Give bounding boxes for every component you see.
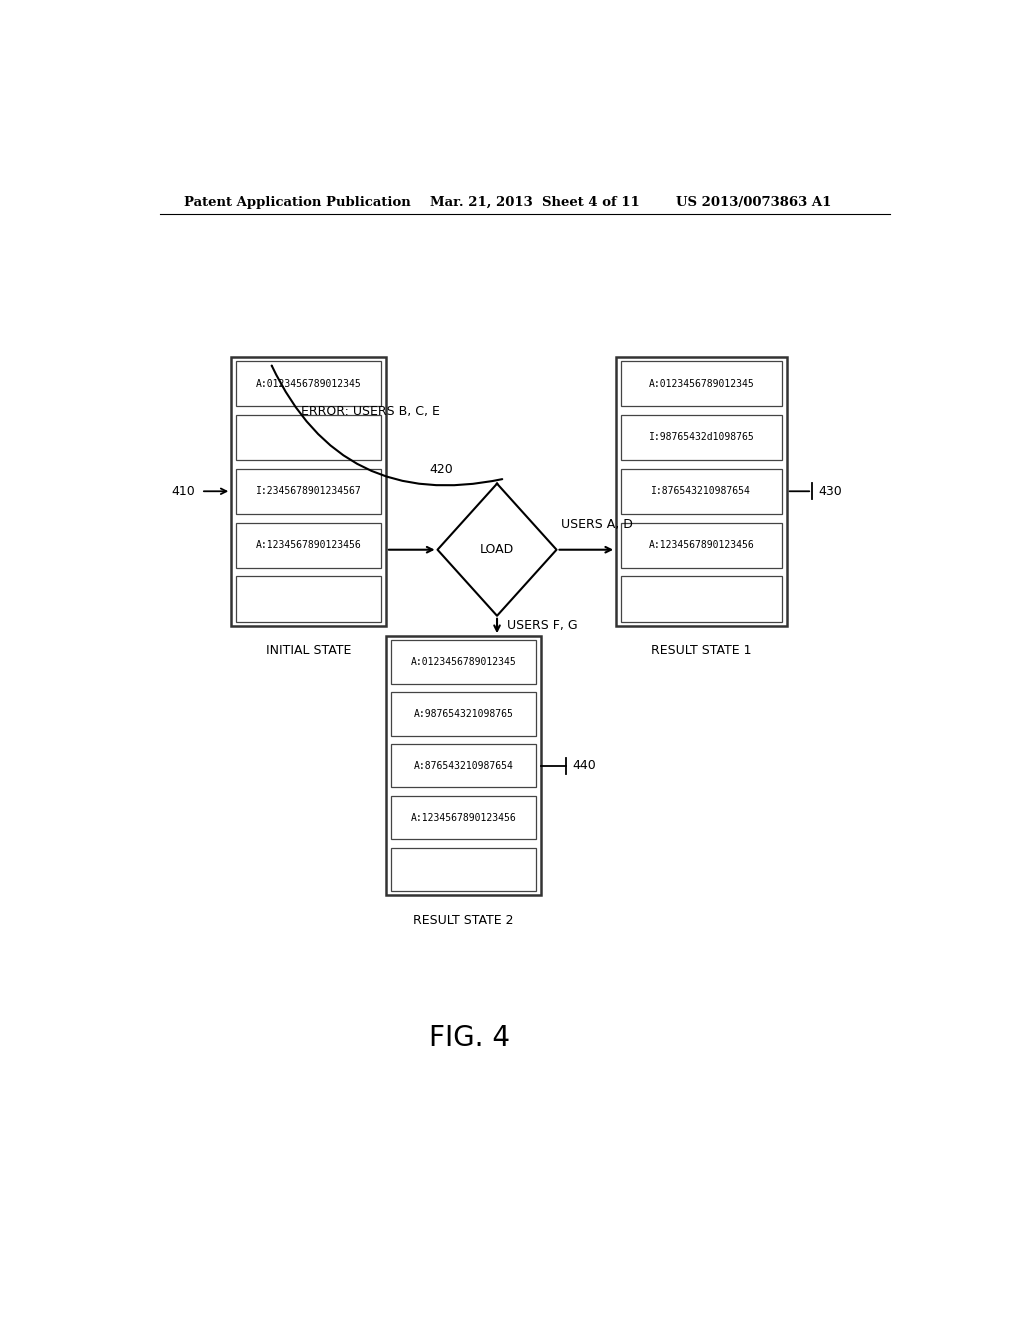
Text: 420: 420 <box>430 462 454 475</box>
Text: 430: 430 <box>818 484 842 498</box>
Polygon shape <box>437 483 557 615</box>
Text: ERROR: USERS B, C, E: ERROR: USERS B, C, E <box>301 405 439 417</box>
Text: A:1234567890123456: A:1234567890123456 <box>256 540 361 550</box>
Text: A:876543210987654: A:876543210987654 <box>414 760 513 771</box>
Bar <box>622 469 781 513</box>
Text: 440: 440 <box>572 759 596 772</box>
Bar <box>622 360 781 407</box>
Bar <box>622 577 781 622</box>
Text: A:1234567890123456: A:1234567890123456 <box>648 540 755 550</box>
Text: FIG. 4: FIG. 4 <box>429 1023 510 1052</box>
Text: RESULT STATE 1: RESULT STATE 1 <box>651 644 752 657</box>
Bar <box>386 636 541 895</box>
Bar <box>390 796 536 840</box>
Bar <box>622 523 781 568</box>
Text: RESULT STATE 2: RESULT STATE 2 <box>413 913 514 927</box>
Bar <box>231 356 386 626</box>
Bar <box>390 692 536 735</box>
Text: I:2345678901234567: I:2345678901234567 <box>256 486 361 496</box>
Text: Patent Application Publication: Patent Application Publication <box>183 195 411 209</box>
Bar <box>236 577 381 622</box>
Text: US 2013/0073863 A1: US 2013/0073863 A1 <box>676 195 830 209</box>
Text: USERS F, G: USERS F, G <box>507 619 578 632</box>
Bar <box>236 360 381 407</box>
Bar <box>390 847 536 891</box>
Text: USERS A, D: USERS A, D <box>560 519 633 532</box>
Text: A:987654321098765: A:987654321098765 <box>414 709 513 719</box>
Bar <box>390 744 536 788</box>
Bar <box>236 523 381 568</box>
Text: 410: 410 <box>172 484 196 498</box>
Bar <box>622 414 781 461</box>
Bar <box>236 469 381 513</box>
Bar <box>390 640 536 684</box>
Text: A:1234567890123456: A:1234567890123456 <box>411 813 516 822</box>
Text: I:98765432d1098765: I:98765432d1098765 <box>648 433 755 442</box>
Text: I:876543210987654: I:876543210987654 <box>651 486 752 496</box>
Text: A:0123456789012345: A:0123456789012345 <box>411 657 516 667</box>
Text: LOAD: LOAD <box>480 544 514 556</box>
Text: A:0123456789012345: A:0123456789012345 <box>648 379 755 388</box>
Bar <box>236 414 381 461</box>
FancyArrowPatch shape <box>271 366 502 486</box>
Text: Mar. 21, 2013  Sheet 4 of 11: Mar. 21, 2013 Sheet 4 of 11 <box>430 195 639 209</box>
Text: INITIAL STATE: INITIAL STATE <box>266 644 351 657</box>
Bar <box>616 356 786 626</box>
Text: A:0123456789012345: A:0123456789012345 <box>256 379 361 388</box>
